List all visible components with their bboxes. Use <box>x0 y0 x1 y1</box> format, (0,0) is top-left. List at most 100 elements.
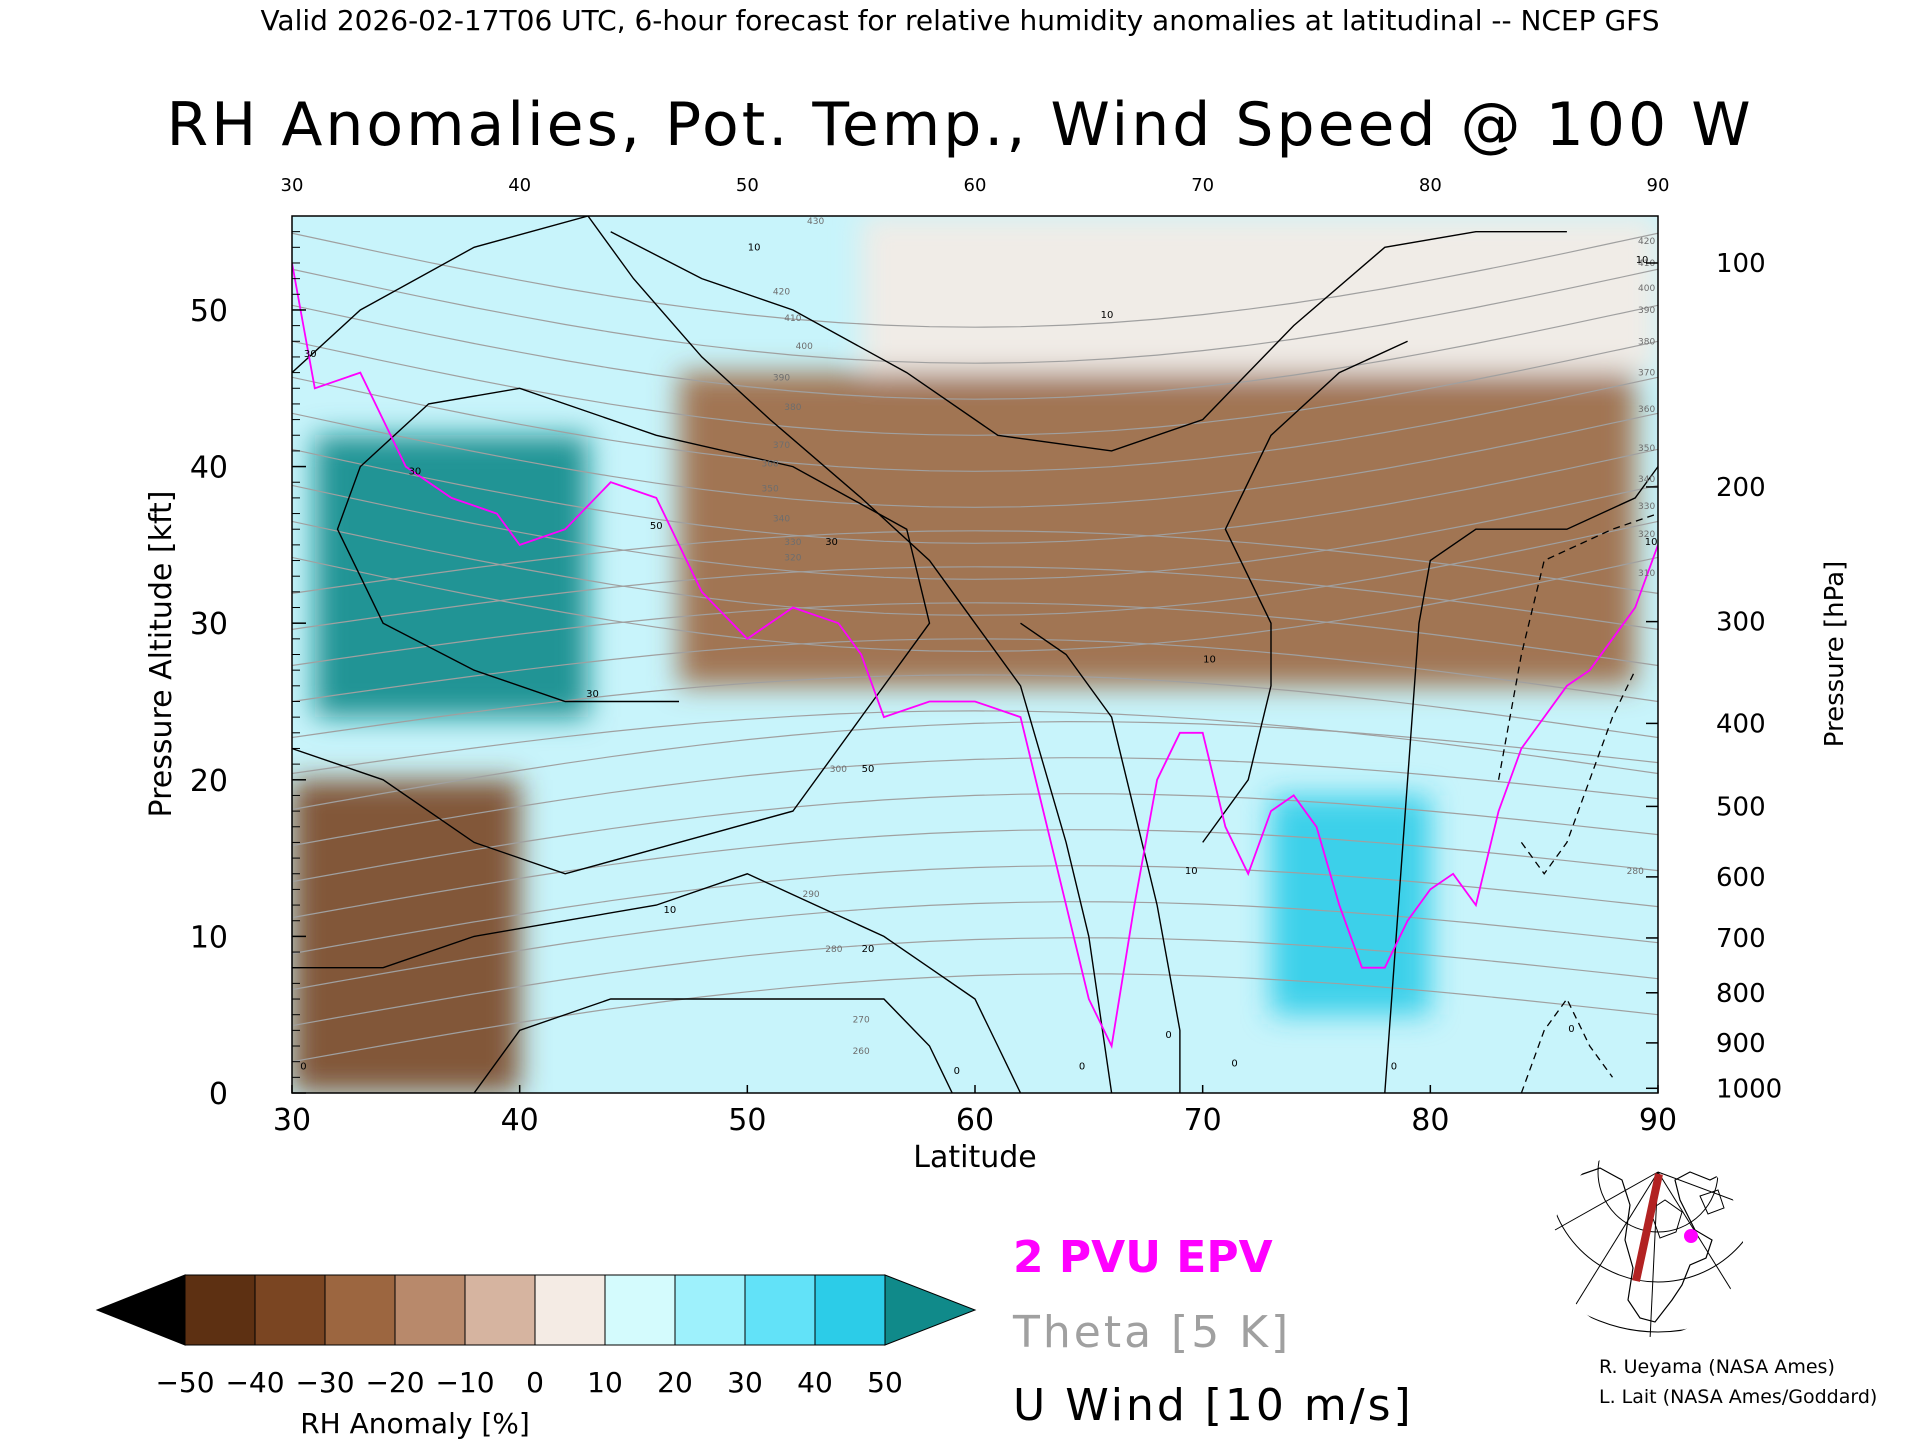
y-tick-label: 50 <box>190 294 228 329</box>
theta-contour-line <box>292 710 1658 775</box>
legend-theta-label: Theta [5 K] <box>1012 1307 1291 1358</box>
pressure-tick-label: 600 <box>1716 863 1766 893</box>
wind-label: 50 <box>650 521 663 532</box>
pressure-tick-label: 800 <box>1716 979 1766 1009</box>
theta-label: 390 <box>1638 306 1655 316</box>
pressure-tick-label: 300 <box>1716 608 1766 638</box>
u-wind-contour-line <box>292 216 589 374</box>
theta-contour-line <box>292 566 1658 630</box>
theta-contour-line <box>292 793 1658 883</box>
epv-2pvu-contour <box>292 262 1658 1049</box>
u-wind-contour-line <box>292 387 931 875</box>
theta-label: 420 <box>773 287 790 297</box>
theta-label: 350 <box>762 485 779 495</box>
y-tick-label: 0 <box>209 1077 228 1112</box>
pressure-tick-label: 700 <box>1716 924 1766 954</box>
wind-label: 10 <box>664 905 677 916</box>
wind-label: 10 <box>1645 537 1658 548</box>
x-axis-title: Latitude <box>913 1140 1036 1175</box>
wind-label: 0 <box>300 1062 306 1073</box>
x-top-tick-label: 60 <box>964 175 987 196</box>
theta-label: 430 <box>807 217 824 227</box>
u-wind-contour-line <box>610 231 1567 452</box>
colorbar-segment <box>674 1274 746 1346</box>
theta-contour-line <box>292 232 1658 328</box>
wind-label: 50 <box>862 764 875 775</box>
theta-label: 340 <box>1638 475 1655 485</box>
pressure-tick-label: 900 <box>1716 1029 1766 1059</box>
x-tick-label: 30 <box>273 1103 311 1138</box>
pressure-tick-label: 100 <box>1716 249 1766 279</box>
theta-label: 370 <box>773 441 790 451</box>
theta-label: 310 <box>1638 569 1655 579</box>
colorbar-segment <box>394 1274 466 1346</box>
u-wind-contours <box>292 216 1658 1093</box>
colorbar-segment <box>184 1274 256 1346</box>
theta-label: 410 <box>784 314 801 324</box>
wind-label: 30 <box>409 466 422 477</box>
x-top-tick-label: 90 <box>1647 175 1670 196</box>
colorbar-segment <box>324 1274 396 1346</box>
theta-contour-line <box>292 901 1658 991</box>
colorbar-over-arrow <box>884 1274 977 1346</box>
wind-label: 30 <box>586 689 599 700</box>
colorbar-segment <box>744 1274 816 1346</box>
colorbar-tick-label: 20 <box>657 1366 693 1399</box>
u-wind-contour-line <box>292 873 1022 1093</box>
x-top-tick-label: 70 <box>1191 175 1214 196</box>
pressure-tick-label: 400 <box>1716 709 1766 739</box>
pressure-tick-label: 1000 <box>1716 1074 1782 1104</box>
colorbar-tick-label: 30 <box>727 1366 763 1399</box>
theta-label: 280 <box>825 945 842 955</box>
wind-label: 30 <box>304 349 317 360</box>
legend-epv-label: 2 PVU EPV <box>1013 1232 1273 1283</box>
u-wind-negative-contour <box>1520 669 1636 875</box>
epv-contour-line <box>292 262 1658 1049</box>
theta-label: 400 <box>796 342 813 352</box>
pressure-tick-label: 200 <box>1716 473 1766 503</box>
wind-label: 10 <box>1101 310 1114 321</box>
pressure-tick-label: 500 <box>1716 792 1766 822</box>
contour-labels: 4304204104003903803703603503403303203002… <box>300 217 1657 1077</box>
theta-contour-line <box>292 484 1658 580</box>
colorbar-tick-label: −20 <box>365 1366 424 1399</box>
u-wind-contour-line <box>1202 340 1408 843</box>
rh-anomaly-region <box>861 216 1658 373</box>
theta-contour-line <box>292 937 1658 1027</box>
colorbar-under-arrow <box>95 1274 186 1346</box>
theta-label: 360 <box>1638 405 1655 415</box>
theta-label: 360 <box>762 460 779 470</box>
wind-label: 0 <box>1231 1058 1237 1069</box>
theta-label: 350 <box>1638 444 1655 454</box>
wind-label: 0 <box>1568 1024 1574 1035</box>
x-top-tick-label: 30 <box>281 175 304 196</box>
x-tick-label: 80 <box>1411 1103 1449 1138</box>
colorbar-segment <box>814 1274 886 1346</box>
theta-contour-line <box>292 865 1658 955</box>
u-wind-contour-line <box>1384 466 1658 1093</box>
legend-uwind-label: U Wind [10 m/s] <box>1013 1380 1414 1431</box>
y-tick-label: 20 <box>190 764 228 799</box>
x-top-tick-label: 40 <box>508 175 531 196</box>
colorbar-tick-label: 10 <box>587 1366 623 1399</box>
theta-contour-line <box>292 556 1658 653</box>
theta-label: 390 <box>773 373 790 383</box>
theta-contour-line <box>292 973 1658 1063</box>
theta-label: 280 <box>1627 867 1644 877</box>
rh-anomaly-region <box>1270 795 1431 1015</box>
chart-title: RH Anomalies, Pot. Temp., Wind Speed @ 1… <box>166 90 1753 160</box>
theta-label: 340 <box>773 514 790 524</box>
theta-contour-line <box>292 376 1658 472</box>
theta-contour-line <box>292 674 1658 739</box>
wind-label: 10 <box>1636 255 1649 266</box>
wind-label: 0 <box>1391 1062 1397 1073</box>
wind-label: 10 <box>748 242 761 253</box>
colorbar-tick-label: −10 <box>435 1366 494 1399</box>
x-tick-label: 40 <box>501 1103 539 1138</box>
colorbar-tick-label: 40 <box>797 1366 833 1399</box>
theta-contour-line <box>292 829 1658 919</box>
wind-label: 10 <box>1185 866 1198 877</box>
theta-contour-line <box>292 720 1658 811</box>
u-wind-negative-contour <box>1497 512 1658 780</box>
